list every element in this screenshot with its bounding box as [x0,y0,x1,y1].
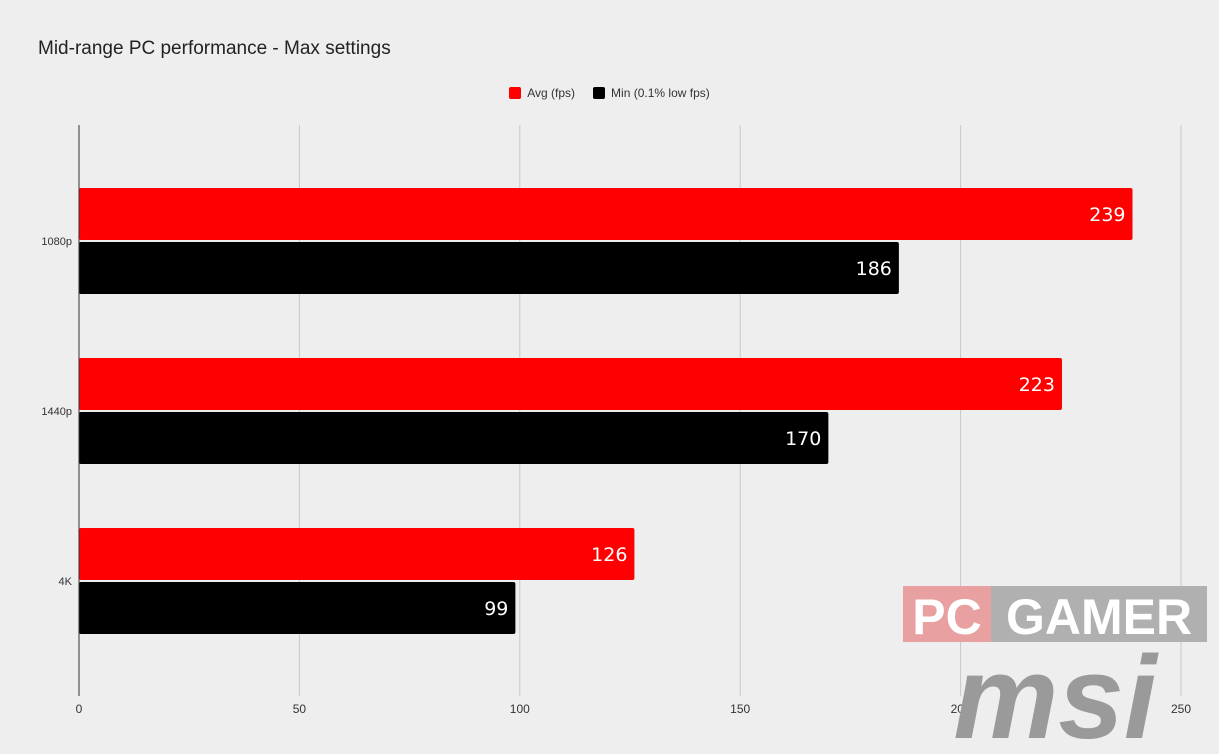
msi-logo: msi [953,632,1159,749]
bars: 239 186 223 170 126 99 [79,188,1133,634]
bar [79,188,1133,240]
x-tick-label: 150 [730,702,750,716]
pc-gamer-logo: PC GAMER [903,586,1207,645]
x-tick-label: 50 [293,702,307,716]
watermark: PC GAMER msi [903,586,1207,749]
category-label: 1080p [41,236,72,248]
chart-title: Mid-range PC performance - Max settings [38,38,391,59]
axis: 0 50 100 150 200 250 1080p 1440p 4K [41,125,1191,716]
x-tick-label: 250 [1171,702,1191,716]
legend-item-min: Min (0.1% low fps) [593,86,710,100]
x-tick-label: 200 [951,702,971,716]
x-tick-label: 0 [76,702,83,716]
legend: Avg (fps) Min (0.1% low fps) [0,86,1219,100]
pc-gamer-logo-pc-box [903,586,991,642]
data-label: 170 [785,428,821,450]
legend-label-avg: Avg (fps) [527,86,576,100]
legend-label-min: Min (0.1% low fps) [611,86,710,100]
legend-swatch-avg [509,87,522,99]
pc-gamer-logo-pc: PC [912,589,981,645]
pc-gamer-logo-gamer-box [991,586,1207,642]
bar [79,528,635,580]
bar [79,412,829,464]
data-label: 239 [1089,204,1125,226]
category-label: 1440p [41,406,72,418]
x-tick-label: 100 [510,702,530,716]
data-label: 223 [1019,374,1055,396]
bar [79,582,516,634]
legend-swatch-min [593,87,606,99]
bar [79,358,1062,410]
pc-gamer-logo-gamer: GAMER [1006,589,1192,645]
data-label: 99 [484,598,508,620]
category-label: 4K [59,576,73,588]
data-label: 126 [591,544,627,566]
legend-item-avg: Avg (fps) [509,86,575,100]
data-label: 186 [856,258,892,280]
bar [79,242,899,294]
